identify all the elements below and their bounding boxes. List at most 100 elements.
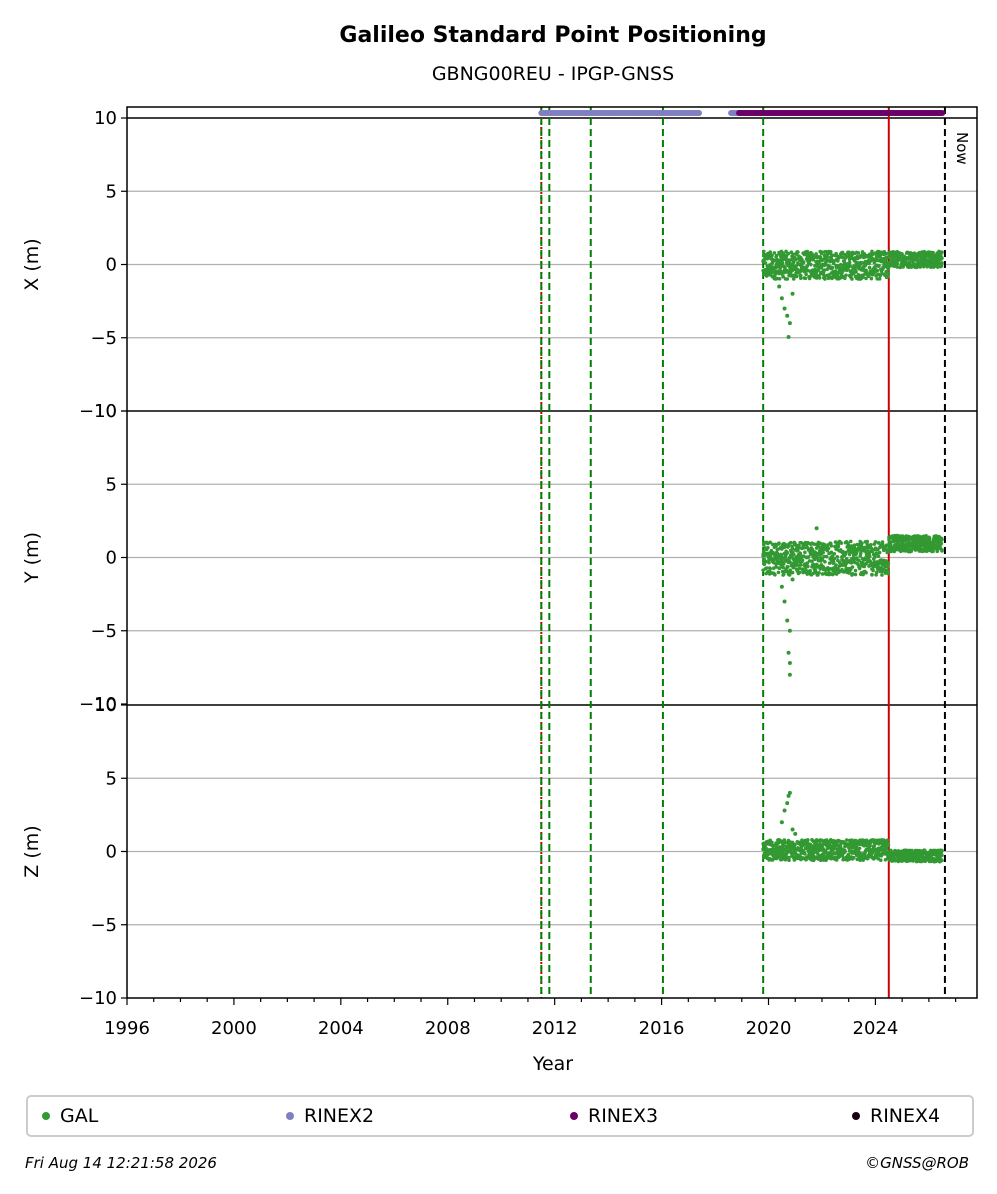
gal-outlier (793, 831, 798, 836)
gal-point (857, 558, 861, 563)
gal-point (810, 547, 815, 552)
gal-point (793, 257, 798, 262)
gal-point (798, 273, 803, 278)
gal-outlier (782, 306, 787, 311)
gal-point (777, 252, 782, 256)
gal-point (820, 572, 825, 576)
gal-point (815, 555, 820, 560)
gal-point (858, 554, 862, 558)
gal-point (794, 264, 798, 268)
gal-point (854, 270, 858, 274)
gal-point (931, 250, 935, 255)
gal-point (836, 544, 841, 549)
gal-point (840, 255, 845, 260)
gal-point (838, 262, 843, 267)
gal-point (818, 541, 823, 546)
y-tick-label: −10 (79, 694, 117, 715)
gal-point (918, 265, 922, 269)
gal-point (793, 843, 797, 847)
gal-point (921, 264, 926, 269)
gal-point (777, 541, 781, 546)
gal-point (787, 858, 791, 863)
y-axis-label-z: Z (m) (21, 825, 43, 877)
gal-point (870, 572, 874, 577)
gal-point (776, 557, 780, 562)
gal-outlier (785, 801, 790, 806)
x-tick-label: 2016 (639, 1018, 685, 1039)
gal-point (806, 564, 810, 569)
legend-marker-rinex3 (570, 1112, 578, 1120)
gal-point (880, 540, 885, 544)
gal-point (817, 571, 821, 575)
gal-point (940, 250, 944, 255)
gal-point (817, 276, 822, 280)
gal-point (829, 544, 834, 548)
y-tick-label: 0 (106, 842, 117, 863)
gal-point (886, 274, 890, 279)
y-tick-label: 5 (106, 768, 117, 789)
legend-marker-rinex4 (852, 1112, 860, 1120)
chart: Galileo Standard Point Positioning GBNG0… (21, 23, 978, 1075)
gal-point (822, 268, 827, 272)
gal-point (821, 550, 825, 555)
gal-outlier (777, 284, 782, 289)
gal-point (803, 852, 807, 856)
gal-point (834, 563, 838, 567)
x-tick-label: 2012 (532, 1018, 578, 1039)
x-tick-label: 2008 (425, 1018, 471, 1039)
gal-point (818, 858, 823, 863)
gal-point (808, 262, 813, 267)
gal-point (818, 271, 823, 276)
gal-point (857, 274, 861, 278)
gal-point (770, 840, 774, 845)
gal-point (940, 848, 944, 853)
gal-point (884, 256, 889, 261)
gal-point (860, 541, 864, 546)
gal-point (818, 255, 823, 259)
gal-point (883, 263, 887, 268)
y-tick-label: −5 (90, 915, 117, 936)
gal-point (873, 540, 878, 544)
gal-point (847, 552, 852, 557)
plot-frame (126, 106, 978, 999)
gal-point (831, 560, 836, 564)
gal-point (803, 550, 807, 555)
legend-marker-gal (42, 1112, 50, 1120)
gal-point (764, 560, 768, 564)
gal-point (843, 850, 847, 854)
gal-point (788, 560, 793, 565)
y-tick-label: −5 (90, 621, 117, 642)
legend-label: RINEX2 (304, 1105, 375, 1127)
x-tick-label: 2024 (853, 1018, 899, 1039)
gal-point (808, 568, 813, 573)
gal-point (768, 566, 773, 571)
gal-point (800, 558, 805, 562)
gal-outlier (786, 650, 791, 655)
gal-point (877, 550, 882, 555)
gal-point (880, 573, 884, 577)
gal-point (774, 271, 778, 275)
gal-outlier (779, 296, 784, 301)
gal-point (823, 559, 827, 564)
gal-outlier (782, 599, 787, 604)
legend-item-gal: GAL (42, 1105, 98, 1127)
gal-point (826, 546, 831, 551)
gal-outlier (786, 793, 791, 798)
gal-point (785, 277, 790, 281)
gal-point (786, 565, 790, 569)
gal-point (787, 855, 791, 860)
gal-point (811, 853, 815, 857)
gal-point (786, 251, 791, 256)
gal-point (818, 842, 823, 847)
gal-point (848, 264, 852, 268)
gal-point (794, 274, 799, 279)
gal-point (774, 544, 778, 549)
legend-label: RINEX3 (588, 1105, 659, 1127)
legend-item-rinex4: RINEX4 (852, 1105, 940, 1127)
gal-point (940, 858, 944, 863)
gal-point (844, 273, 848, 277)
gal-point (820, 557, 825, 562)
gal-point (777, 276, 782, 281)
gal-point (781, 565, 785, 570)
gal-point (781, 562, 786, 566)
